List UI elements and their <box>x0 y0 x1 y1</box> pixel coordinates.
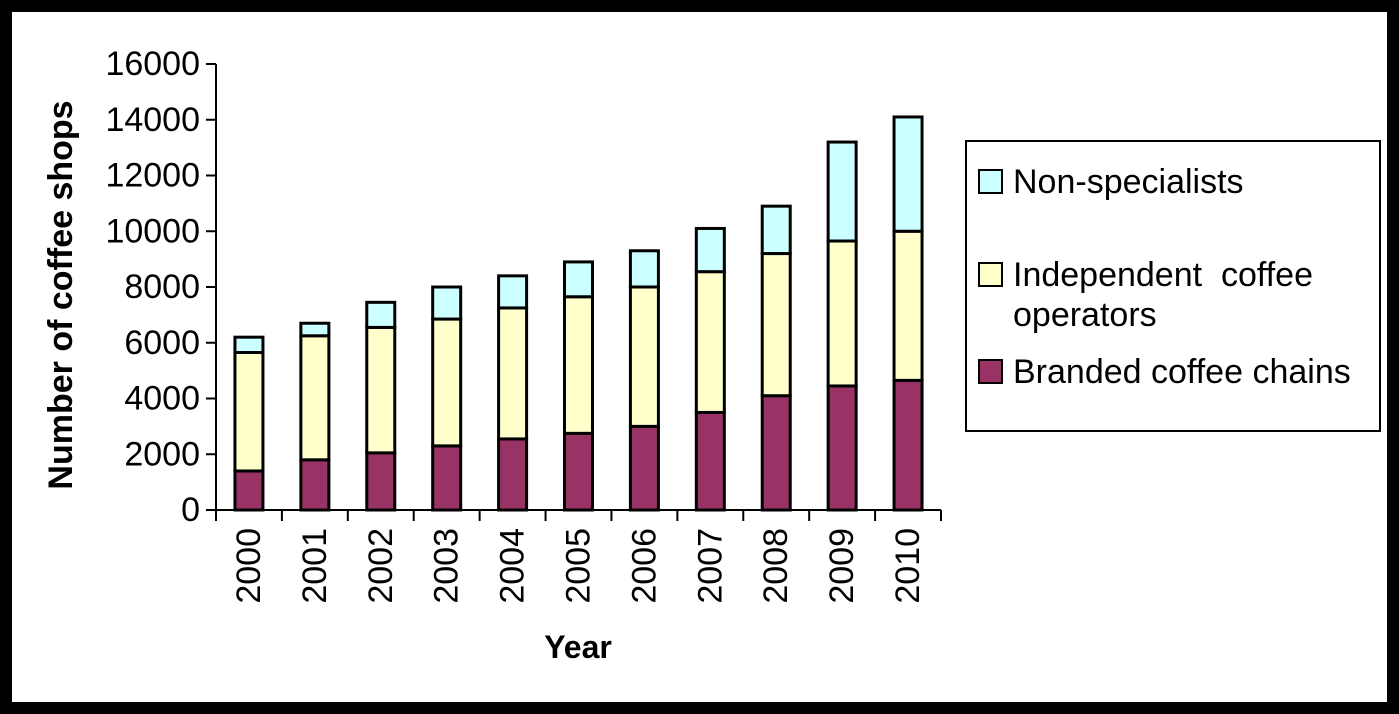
bar-segment <box>299 321 331 338</box>
bar-segment <box>233 351 265 473</box>
bar-segment <box>431 317 463 448</box>
bar-segment <box>892 378 924 512</box>
bar-segment <box>563 431 594 512</box>
legend-swatch-independent-coffee-operators <box>978 262 1003 287</box>
bar-segment <box>760 252 792 398</box>
legend-swatch-branded-coffee-chains <box>978 359 1003 384</box>
bar-segment <box>826 384 858 512</box>
legend-item-branded-coffee-chains: Branded coffee chains <box>978 352 1373 392</box>
bar-segment <box>233 335 265 355</box>
y-axis-tick-label: 0 <box>181 491 200 529</box>
bar-segment <box>826 239 858 388</box>
x-axis-tick-label: 2000 <box>230 528 268 604</box>
x-axis-tick-label: 2001 <box>296 528 334 604</box>
bar-segment <box>892 115 924 233</box>
x-axis-tick-label: 2004 <box>494 528 532 604</box>
bar-segment <box>497 437 529 512</box>
bar-segment <box>892 229 924 382</box>
bar-segment <box>233 469 265 512</box>
x-axis-tick-label: 2007 <box>691 528 729 604</box>
bar-segment <box>563 260 594 299</box>
bar-segment <box>760 204 792 256</box>
y-axis-tick-label: 10000 <box>105 212 200 250</box>
legend-item-independent-coffee-operators: Independent coffee operators <box>978 255 1373 335</box>
legend-swatch-non-specialists <box>978 169 1003 194</box>
bar-segment <box>365 451 397 512</box>
y-axis-tick-label: 12000 <box>105 157 200 195</box>
legend: Non-specialists Independent coffee opera… <box>965 140 1381 432</box>
bar-segment <box>299 334 331 462</box>
legend-item-non-specialists: Non-specialists <box>978 162 1373 202</box>
x-axis-tick-label: 2008 <box>757 528 795 604</box>
y-axis-tick-label: 14000 <box>105 101 200 139</box>
bar-segment <box>760 394 792 512</box>
bar-segment <box>497 274 529 310</box>
x-axis-tick-label: 2003 <box>428 528 466 604</box>
y-axis-title: Number of coffee shops <box>42 100 80 489</box>
legend-label-branded-coffee-chains: Branded coffee chains <box>1013 353 1351 391</box>
bar-segment <box>694 226 726 274</box>
x-axis-tick-label: 2002 <box>362 528 400 604</box>
y-axis-tick-label: 6000 <box>124 324 200 362</box>
y-axis-tick-label: 2000 <box>124 435 200 473</box>
x-axis-tick-label: 2010 <box>889 528 927 604</box>
bar-segment <box>431 285 463 321</box>
x-axis-tick-label: 2009 <box>823 528 861 604</box>
y-axis-tick-label: 8000 <box>124 268 200 306</box>
bar-segment <box>497 306 529 441</box>
bar-segment <box>826 140 858 243</box>
bar-segment <box>365 325 397 455</box>
bar-segment <box>694 270 726 414</box>
x-axis-tick-label: 2006 <box>625 528 663 604</box>
x-axis-tick-label: 2005 <box>560 528 598 604</box>
bar-segment <box>365 300 397 329</box>
bar-segment <box>299 458 331 512</box>
bar-segment <box>628 424 660 512</box>
y-axis-tick-label: 4000 <box>124 380 200 418</box>
bar-segment <box>431 444 463 512</box>
stacked-bar-chart: 0 2000 4000 6000 8000 10000 12000 14000 16000 200… <box>42 45 942 665</box>
bar-segment <box>563 295 594 435</box>
bar-segment <box>628 249 660 289</box>
x-axis-title: Year <box>544 629 612 665</box>
bar-segment <box>628 285 660 428</box>
y-axis-tick-label: 16000 <box>105 45 200 83</box>
bar-segment <box>694 410 726 512</box>
legend-label-non-specialists: Non-specialists <box>1013 163 1244 201</box>
legend-label-independent-coffee-operators: Independent coffee operators <box>1013 256 1323 334</box>
